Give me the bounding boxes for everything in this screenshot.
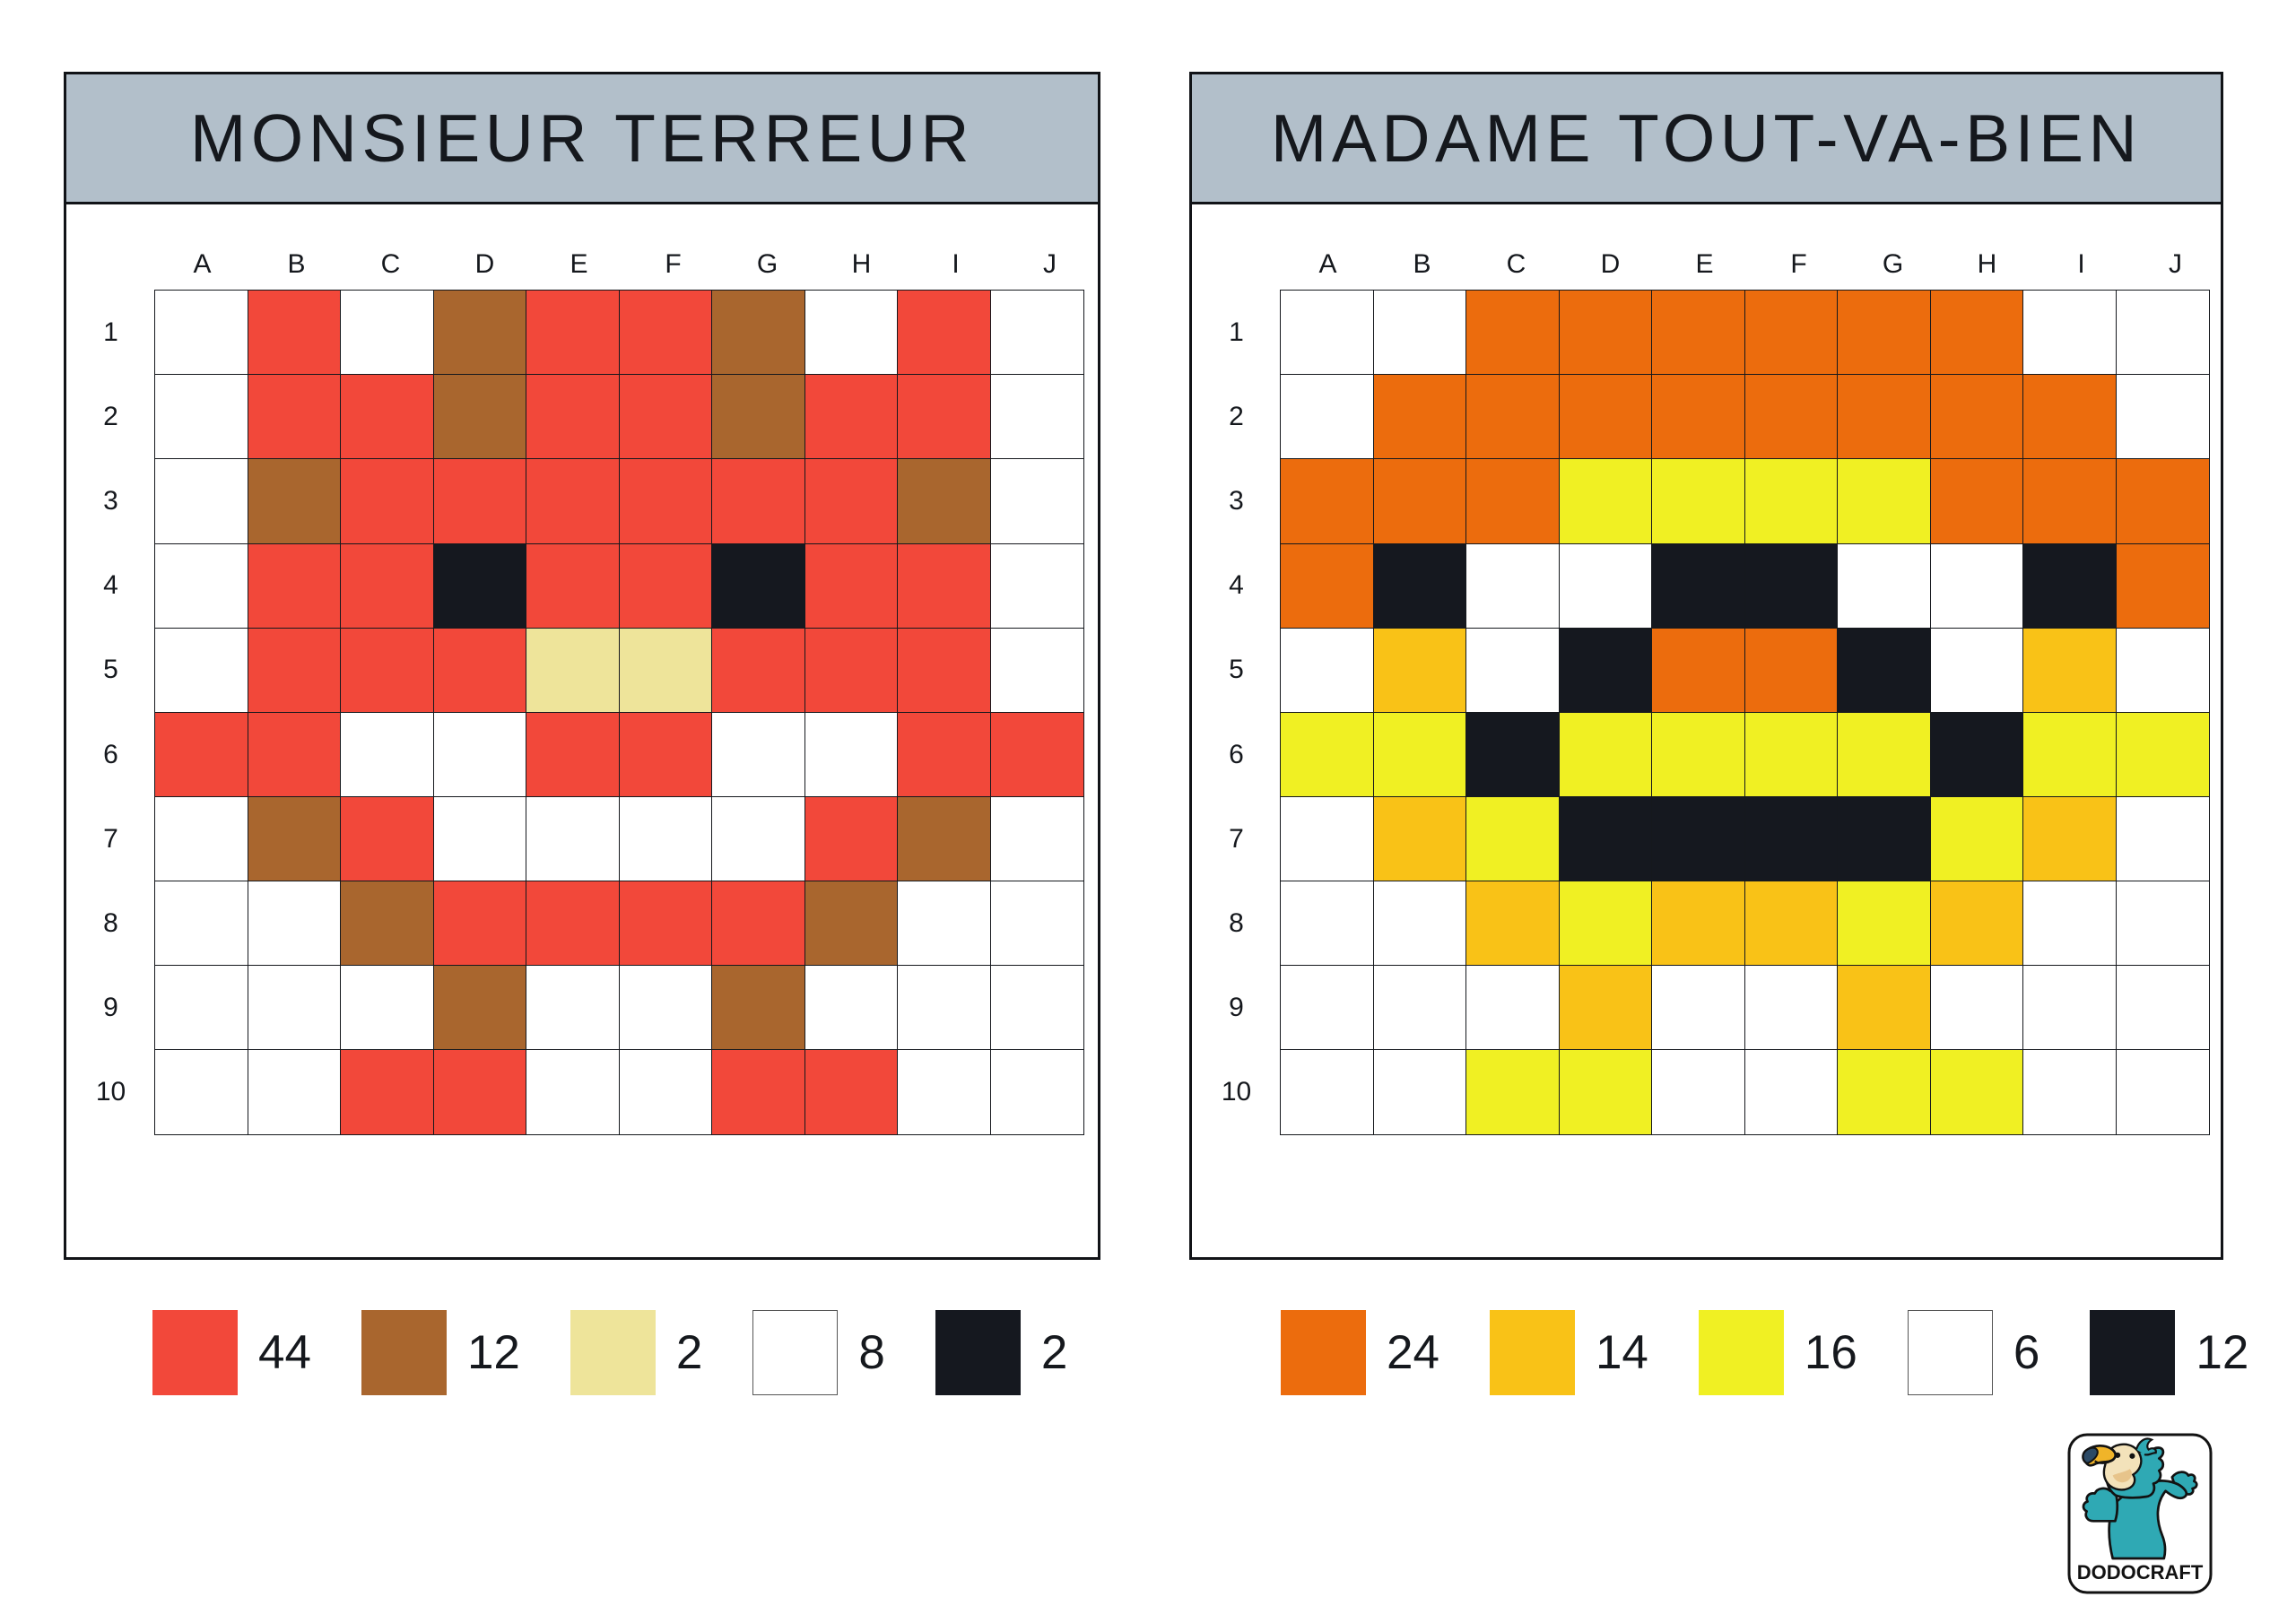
svg-text:DODOCRAFT: DODOCRAFT	[2077, 1561, 2204, 1584]
